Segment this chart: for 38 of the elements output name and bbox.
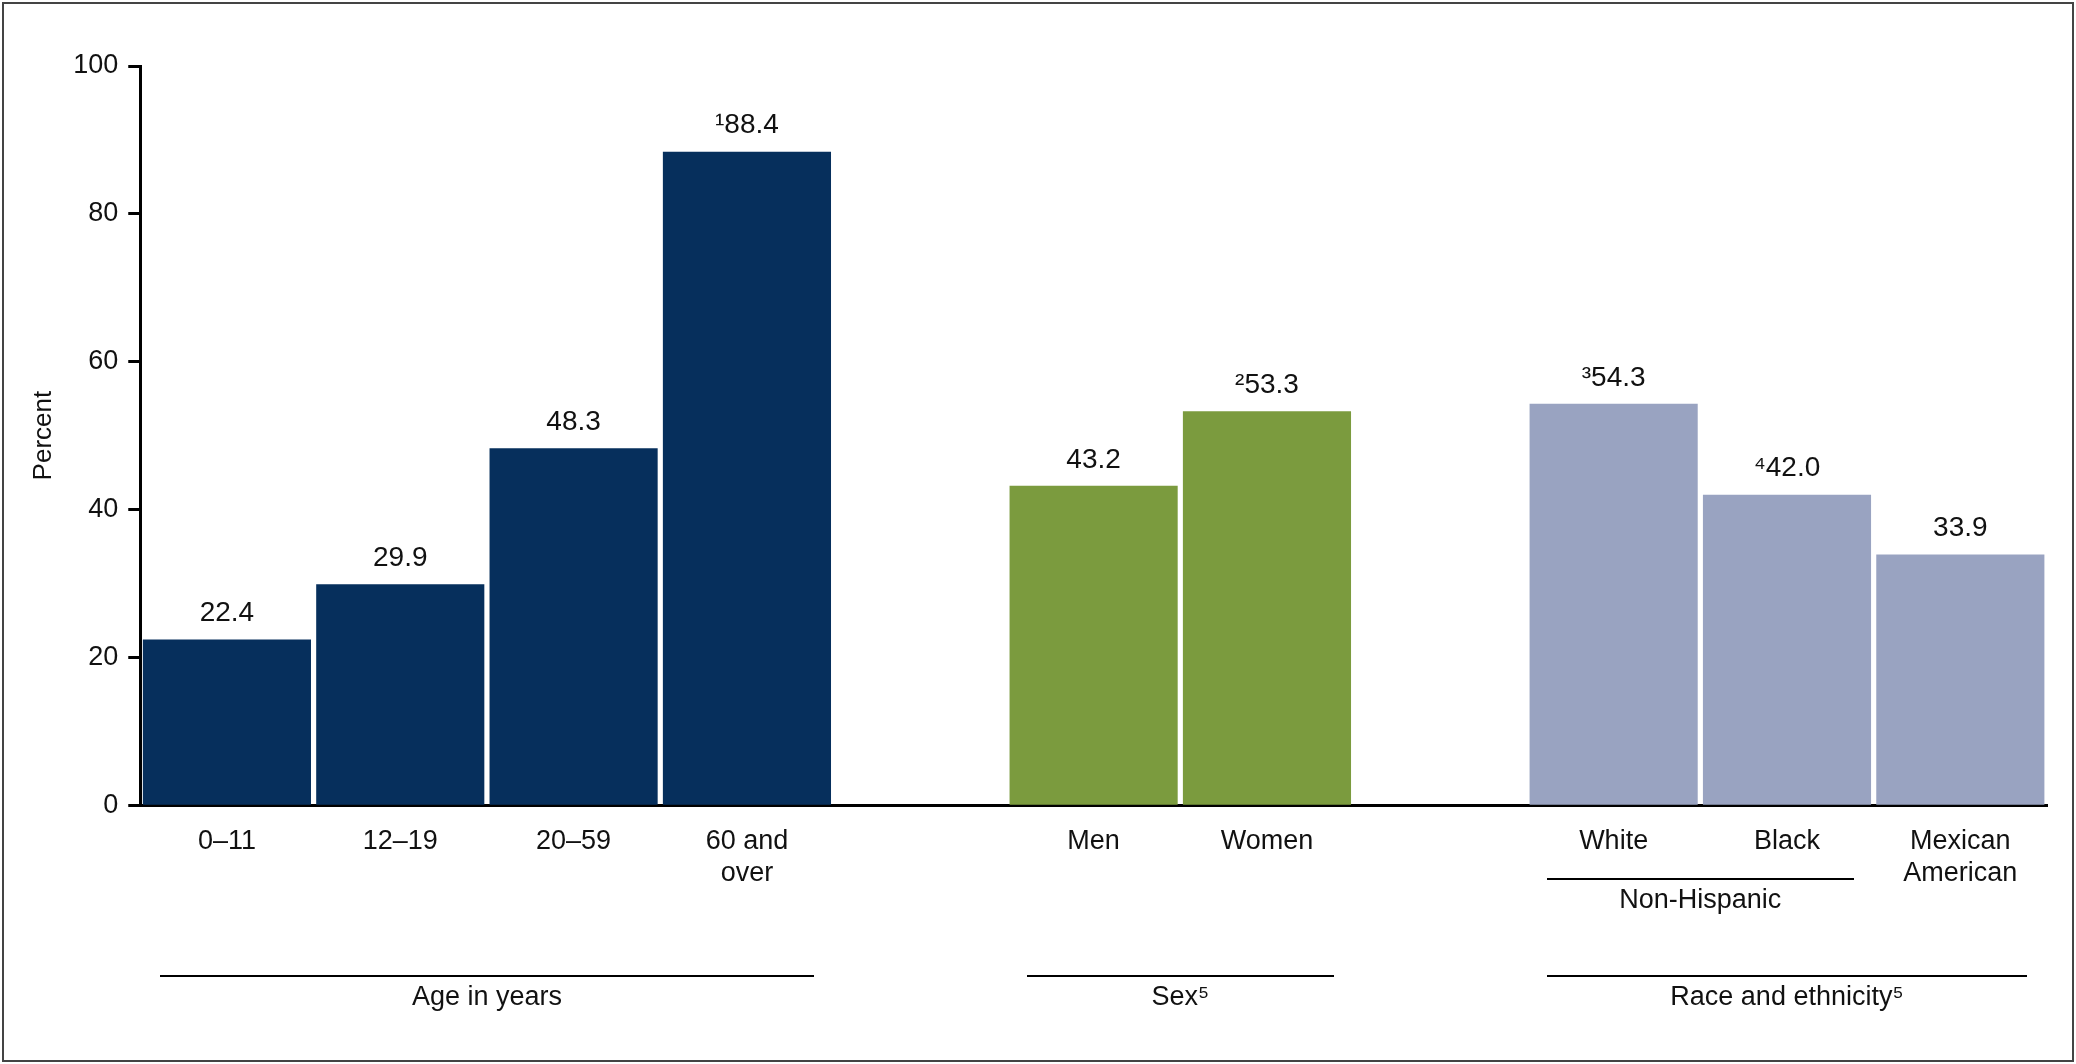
y-tick-label: 40: [88, 492, 119, 523]
x-tick-label: Mexican American: [1903, 824, 2018, 888]
bar: [662, 151, 832, 805]
x-tick-label: White: [1579, 824, 1649, 855]
bar: [1876, 554, 2045, 805]
bar: [1529, 403, 1698, 805]
data-label: 33.9: [1933, 511, 1988, 543]
bar: [1702, 494, 1872, 805]
bar: [142, 639, 311, 805]
x-tick-label: 12–19: [362, 824, 438, 855]
y-tick-label: 100: [73, 49, 119, 80]
data-label: ¹88.4: [715, 108, 779, 140]
data-label: 22.4: [199, 596, 255, 628]
data-label: ²53.3: [1235, 367, 1299, 399]
y-tick-label: 0: [103, 788, 119, 819]
x-tick-label: Black: [1753, 824, 1821, 855]
x-tick-label: 60 and over: [705, 824, 789, 888]
bar: [316, 584, 485, 805]
data-label: ³54.3: [1581, 360, 1646, 392]
y-axis-title: Percent: [26, 390, 57, 481]
y-tick-label: 60: [88, 345, 119, 376]
x-tick-label: 20–59: [536, 824, 612, 855]
x-tick-label: Men: [1067, 824, 1120, 855]
data-label: 29.9: [373, 540, 428, 572]
bar: [1182, 411, 1352, 805]
text: Age in years: [411, 981, 562, 1013]
y-tick-label: 80: [88, 197, 119, 228]
data-label: 43.2: [1066, 442, 1121, 474]
data-label: ⁴42.0: [1753, 451, 1821, 483]
text: Race and ethnicity⁵: [1670, 981, 1904, 1013]
x-tick-label: 0–11: [197, 824, 256, 855]
bar: [1009, 485, 1178, 805]
text: Sex⁵: [1151, 981, 1210, 1013]
x-tick-label: Women: [1220, 824, 1314, 855]
data-label: 48.3: [546, 404, 601, 436]
text: Non-Hispanic: [1619, 884, 1782, 916]
y-tick-label: 20: [88, 640, 119, 671]
bar: [489, 448, 658, 805]
